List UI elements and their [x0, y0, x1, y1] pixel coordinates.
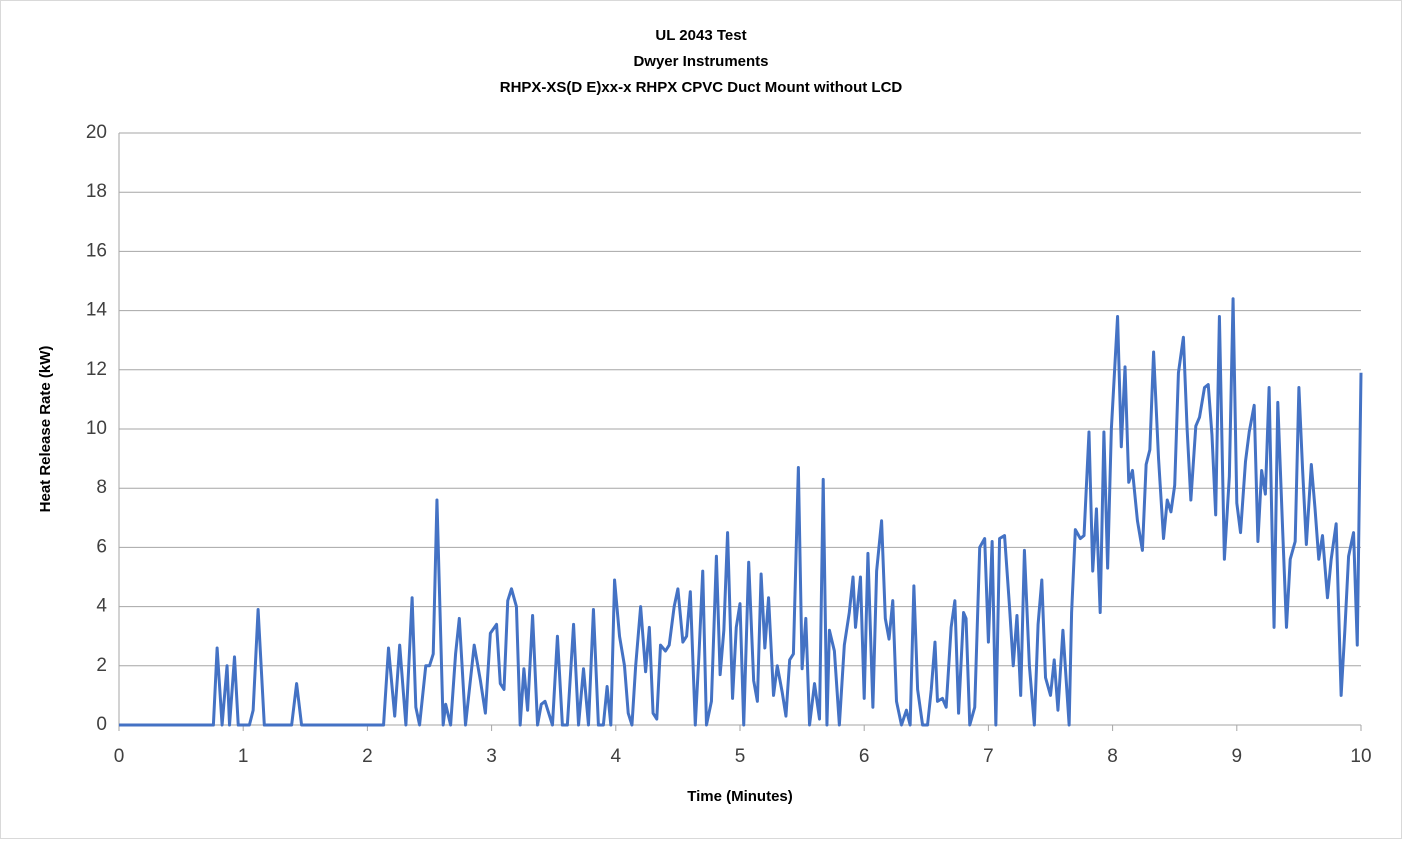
y-tick-label: 0: [96, 714, 107, 735]
x-tick-label: 7: [983, 746, 994, 767]
data-line: [119, 297, 1363, 727]
x-axis-title: Time (Minutes): [687, 788, 793, 805]
x-tick-label: 3: [486, 746, 497, 767]
chart-title: UL 2043 Test: [655, 27, 746, 44]
x-tick-label: 4: [611, 746, 622, 767]
y-tick-label: 12: [86, 359, 107, 380]
y-tick-label: 8: [96, 477, 107, 498]
y-tick-label: 6: [96, 536, 107, 557]
y-axis-title: Heat Release Rate (kW): [37, 346, 54, 513]
y-tick-label: 16: [86, 240, 107, 261]
x-tick-label: 6: [859, 746, 870, 767]
y-tick-label: 14: [86, 300, 108, 321]
x-tick-label: 10: [1350, 746, 1371, 767]
x-tick-label: 9: [1232, 746, 1243, 767]
chart-title: Dwyer Instruments: [633, 53, 768, 70]
y-tick-label: 18: [86, 181, 107, 202]
y-tick-label: 2: [96, 655, 107, 676]
x-tick-label: 2: [362, 746, 373, 767]
y-tick-label: 10: [86, 418, 107, 439]
x-tick-label: 8: [1107, 746, 1118, 767]
x-tick-label: 0: [114, 746, 125, 767]
y-tick-label: 4: [96, 596, 107, 617]
chart-title: RHPX-XS(D E)xx-x RHPX CPVC Duct Mount wi…: [500, 79, 903, 96]
x-tick-label: 5: [735, 746, 746, 767]
y-tick-label: 20: [86, 122, 107, 143]
x-tick-label: 1: [238, 746, 249, 767]
